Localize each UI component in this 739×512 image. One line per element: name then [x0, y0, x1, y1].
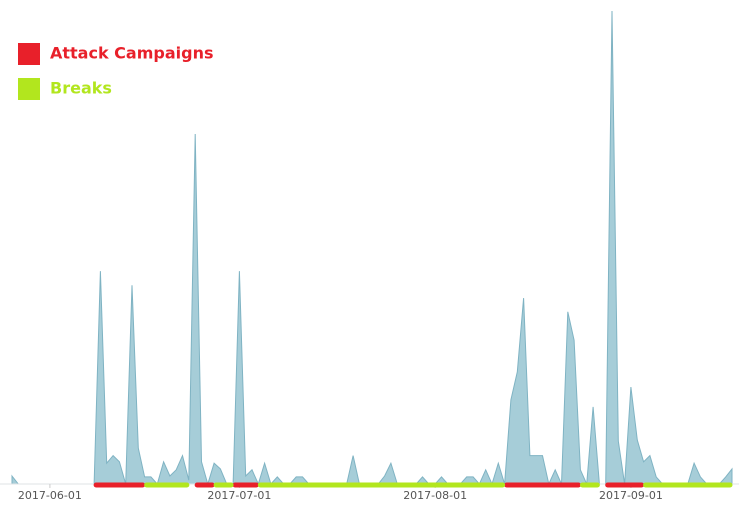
x-tick-label: 2017-06-01 — [18, 489, 82, 502]
area — [11, 10, 733, 486]
x-tick-label: 2017-07-01 — [207, 489, 271, 502]
legend-swatch — [18, 43, 40, 65]
legend-label: Attack Campaigns — [50, 44, 213, 63]
legend-swatch — [18, 78, 40, 100]
legend-label: Breaks — [50, 79, 112, 98]
x-tick-label: 2017-08-01 — [403, 489, 467, 502]
x-tick-label: 2017-09-01 — [599, 489, 663, 502]
